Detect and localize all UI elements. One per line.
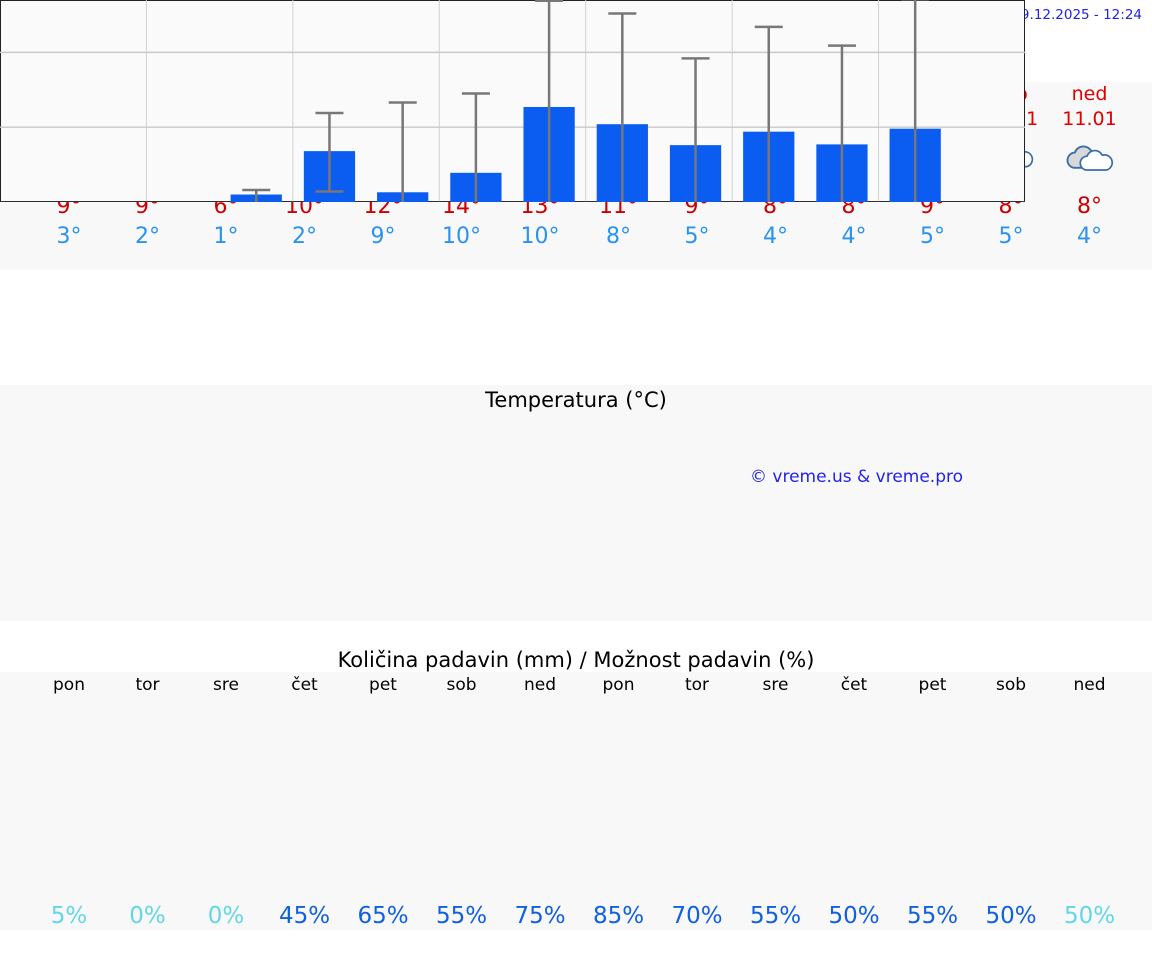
precip-day-label: pon: [602, 675, 635, 695]
precip-day-label: ned: [523, 675, 557, 695]
precipitation-probability: 55%: [906, 903, 959, 929]
temp-min: 5°: [920, 224, 945, 249]
precip-day-label: ned: [1073, 675, 1106, 695]
precipitation-probability: 45%: [278, 903, 331, 929]
precipitation-probability: 65%: [357, 903, 409, 929]
precip-day-label: tor: [135, 675, 160, 695]
day-date: 11.01: [1062, 108, 1117, 130]
precipitation-plot: 01020: [0, 0, 1025, 392]
precip-day-label: pon: [53, 675, 85, 695]
precipitation-probability: 55%: [749, 903, 802, 929]
precipitation-probability: 50%: [1063, 903, 1116, 929]
temp-min: 8°: [606, 224, 631, 249]
precipitation-probability: 0%: [129, 903, 166, 929]
precipitation-probability: 0%: [207, 903, 245, 929]
temp-min: 2°: [135, 224, 160, 249]
temp-min: 3°: [56, 224, 82, 249]
precipitation-whisker: [827, 44, 856, 202]
precipitation-whisker: [754, 25, 783, 202]
precipitation-whisker: [901, 0, 930, 202]
precip-day-label: čet: [840, 675, 868, 695]
day-column-13[interactable]: ned 11.01 8° 4°: [1050, 82, 1129, 252]
precip-day-label: pet: [369, 675, 397, 695]
precipitation-probability: 55%: [435, 903, 488, 929]
precipitation-whisker: [681, 57, 710, 202]
precip-day-label: pet: [918, 675, 947, 695]
temp-min: 9°: [370, 224, 396, 249]
precipitation-series-svg: [0, 0, 1025, 202]
precip-day-label: tor: [684, 675, 710, 695]
precipitation-probability: 85%: [592, 903, 645, 929]
temp-min: 1°: [213, 224, 239, 249]
temp-min: 5°: [684, 224, 710, 249]
precipitation-chart-title: Količina padavin (mm) / Možnost padavin …: [337, 648, 815, 672]
temp-min: 2°: [292, 224, 317, 249]
precipitation-probability: 75%: [514, 903, 566, 929]
precip-day-label: sre: [762, 675, 789, 695]
precipitation-chart-band: [0, 672, 1152, 930]
precipitation-probability: 5%: [50, 903, 88, 929]
temperature-chart-title: Temperatura (°C): [485, 388, 667, 412]
cloud-icon: [1050, 134, 1129, 188]
temp-max: 8°: [1077, 194, 1102, 219]
temp-min: 4°: [763, 224, 788, 249]
precipitation-whisker: [315, 111, 344, 193]
precipitation-day-labels: pon tor sre čet pet sob ned pon tor sre čet pet sob n…: [0, 675, 1152, 699]
precipitation-whisker: [461, 92, 490, 202]
temp-min: 4°: [1077, 224, 1102, 249]
precipitation-whisker: [608, 12, 637, 202]
precipitation-probability: 50%: [828, 903, 880, 929]
precipitation-whisker: [242, 188, 271, 202]
precip-day-label: čet: [291, 675, 318, 695]
precip-day-label: sre: [213, 675, 239, 695]
day-name: ned: [1071, 83, 1108, 105]
temp-min: 4°: [841, 224, 867, 249]
precipitation-whisker: [388, 101, 417, 202]
precipitation-whisker: [535, 0, 564, 202]
temp-min: 10°: [520, 224, 560, 249]
temperature-chart-band: [0, 385, 1152, 621]
copyright-text: © vreme.us & vreme.pro: [750, 467, 964, 487]
precip-day-label: sob: [995, 675, 1027, 695]
precipitation-probability: 70%: [671, 903, 723, 929]
temp-min: 5°: [998, 224, 1024, 249]
temp-min: 10°: [442, 224, 481, 249]
precipitation-probability: 50%: [985, 903, 1037, 929]
precip-day-label: sob: [446, 675, 477, 695]
